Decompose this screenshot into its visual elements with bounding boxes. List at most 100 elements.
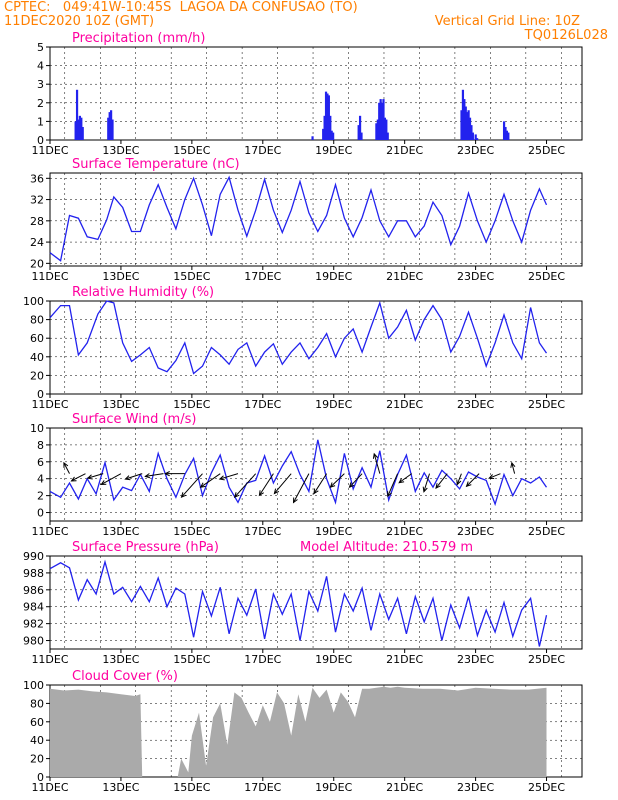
- series-line: [49, 300, 548, 375]
- precip-bar: [504, 126, 507, 140]
- x-tick-label: 21DEC: [386, 525, 423, 538]
- precip-bar: [108, 112, 111, 140]
- x-tick-label: 13DEC: [102, 525, 139, 538]
- wind-vector-head: [292, 497, 298, 504]
- precip-bar: [474, 134, 477, 140]
- x-tick-label: 11DEC: [31, 781, 68, 794]
- y-tick-label: 984: [23, 601, 44, 614]
- x-tick-label: 21DEC: [386, 144, 423, 157]
- wind-vector-head: [144, 473, 151, 479]
- precip-bar: [463, 99, 466, 140]
- wind-vector-head: [124, 475, 131, 481]
- x-tick-label: 15DEC: [173, 144, 210, 157]
- x-tick-label: 13DEC: [102, 270, 139, 283]
- y-tick-label: 24: [30, 236, 44, 249]
- y-tick-label: 2: [37, 97, 44, 110]
- wind-vector-head: [313, 488, 319, 495]
- x-tick-label: 11DEC: [31, 398, 68, 411]
- precip-bar: [502, 121, 506, 140]
- precip-bar: [78, 115, 81, 140]
- y-tick-label: 986: [23, 584, 44, 597]
- x-tick-label: 11DEC: [31, 525, 68, 538]
- x-tick-label: 17DEC: [244, 781, 281, 794]
- panel-1: [46, 172, 583, 270]
- x-tick-label: 11DEC: [31, 270, 68, 283]
- precip-bar: [357, 125, 360, 140]
- panel-title: Precipitation (mm/h): [72, 31, 205, 46]
- y-tick-label: 80: [30, 697, 44, 710]
- wind-vector-head: [398, 478, 405, 484]
- wind-vector-head: [372, 452, 378, 459]
- wind-vector-head: [100, 480, 107, 486]
- x-tick-label: 19DEC: [315, 781, 352, 794]
- wind-vector: [456, 473, 462, 485]
- x-tick-label: 19DEC: [315, 398, 352, 411]
- wind-vector-head: [258, 490, 264, 497]
- precip-bar: [324, 91, 328, 140]
- x-tick-label: 17DEC: [244, 270, 281, 283]
- wind-vector: [71, 473, 86, 482]
- wind-vector: [313, 473, 328, 494]
- wind-vector: [234, 473, 257, 498]
- wind-vector: [87, 473, 104, 479]
- panel-frame: [49, 172, 583, 267]
- y-tick-label: 100: [23, 679, 44, 692]
- precip-bar: [326, 93, 329, 140]
- precip-bar: [386, 132, 389, 140]
- precip-bar: [80, 117, 83, 140]
- precip-bar: [74, 121, 77, 140]
- panel-frame: [49, 46, 583, 141]
- x-tick-label: 25DEC: [528, 144, 565, 157]
- precip-bar: [379, 99, 382, 140]
- precip-bar: [329, 115, 332, 140]
- y-tick-label: 6: [37, 456, 44, 469]
- header-run-date: 11DEC2020 10Z (GMT): [4, 14, 155, 29]
- wind-vector-head: [273, 488, 280, 495]
- wind-vector: [489, 473, 501, 479]
- precip-bar: [311, 136, 314, 140]
- panel-title: Surface Temperature (nC): [72, 157, 240, 172]
- precip-bar: [507, 132, 510, 140]
- panel-3: [46, 427, 583, 525]
- precip-bar: [323, 115, 326, 140]
- y-tick-label: 20: [30, 753, 44, 766]
- precip-bar: [382, 99, 385, 140]
- wind-vector-head: [422, 486, 428, 493]
- panel-4: [46, 555, 583, 653]
- x-tick-label: 21DEC: [386, 270, 423, 283]
- precip-bar: [107, 117, 110, 140]
- wind-vector-head: [164, 471, 170, 477]
- wind-vector: [349, 473, 363, 488]
- precip-bar: [81, 126, 84, 140]
- y-tick-label: 980: [23, 635, 44, 648]
- series-line: [49, 439, 548, 507]
- x-tick-label: 23DEC: [457, 653, 494, 666]
- wind-vector: [511, 462, 516, 474]
- precip-bar: [360, 132, 363, 140]
- wind-vector-head: [233, 492, 240, 498]
- precip-bar: [330, 130, 333, 140]
- panel-title: Cloud Cover (%): [72, 669, 178, 684]
- panel-2: [46, 300, 583, 398]
- y-tick-label: 988: [23, 567, 44, 580]
- panel-5: [46, 684, 583, 781]
- y-tick-label: 10: [30, 422, 44, 435]
- y-tick-label: 40: [30, 351, 44, 364]
- wind-vector: [125, 473, 143, 480]
- y-tick-label: 3: [37, 78, 44, 91]
- panel-annotation: Model Altitude: 210.579 m: [300, 540, 473, 555]
- x-tick-label: 21DEC: [386, 781, 423, 794]
- precip-bar: [75, 89, 79, 140]
- y-tick-label: 1: [37, 115, 44, 128]
- x-tick-label: 15DEC: [173, 270, 210, 283]
- x-tick-label: 25DEC: [528, 398, 565, 411]
- precip-bar: [380, 102, 384, 140]
- precip-bar: [110, 110, 113, 140]
- x-tick-label: 17DEC: [244, 398, 281, 411]
- wind-vector: [423, 473, 430, 492]
- y-tick-label: 0: [37, 507, 44, 520]
- x-tick-label: 23DEC: [457, 398, 494, 411]
- wind-vector-head: [387, 491, 392, 498]
- y-tick-label: 40: [30, 734, 44, 747]
- x-tick-label: 21DEC: [386, 398, 423, 411]
